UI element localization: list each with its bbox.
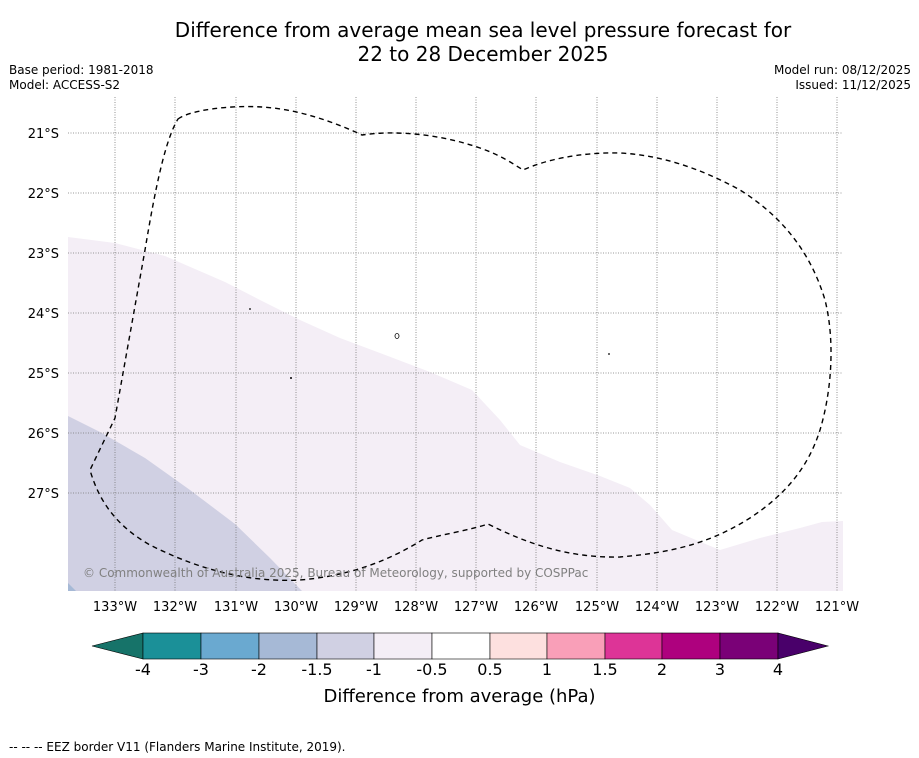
island-marker bbox=[290, 377, 292, 379]
colorbar-segment bbox=[661, 632, 721, 660]
colorbar-title: Difference from average (hPa) bbox=[323, 686, 596, 707]
colorbar-tick-label: 3 bbox=[714, 660, 726, 679]
lat-label: 21°S bbox=[28, 127, 59, 142]
colorbar bbox=[91, 632, 830, 660]
lon-label: 123°W bbox=[695, 600, 739, 615]
latitude-gridlines bbox=[68, 132, 843, 494]
islands bbox=[249, 308, 610, 379]
map-title: Difference from average mean sea level p… bbox=[0, 18, 919, 66]
meta-right: Model run: 08/12/2025 Issued: 11/12/2025 bbox=[774, 63, 911, 93]
lat-label: 27°S bbox=[28, 487, 59, 502]
lon-label: 130°W bbox=[274, 600, 318, 615]
colorbar-segment bbox=[431, 632, 491, 660]
title-line-1: Difference from average mean sea level p… bbox=[174, 18, 792, 42]
colorbar-segment bbox=[546, 632, 606, 660]
colorbar-segment bbox=[258, 632, 318, 660]
lon-label: 133°W bbox=[93, 600, 137, 615]
lon-label: 131°W bbox=[214, 600, 258, 615]
colorbar-arrow-low bbox=[91, 632, 144, 660]
lat-label: 25°S bbox=[28, 367, 59, 382]
model-name: Model: ACCESS-S2 bbox=[9, 78, 121, 92]
lon-label: 128°W bbox=[394, 600, 438, 615]
title-line-2: 22 to 28 December 2025 bbox=[357, 42, 609, 66]
latitude-labels: 21°S 22°S 23°S 24°S 25°S 26°S 27°S bbox=[28, 127, 59, 502]
colorbar-segment bbox=[489, 632, 548, 660]
meta-left: Base period: 1981-2018 Model: ACCESS-S2 bbox=[9, 63, 154, 93]
footnote: -- -- -- EEZ border V11 (Flanders Marine… bbox=[9, 740, 346, 754]
base-period: Base period: 1981-2018 bbox=[9, 63, 154, 77]
lon-label: 132°W bbox=[153, 600, 197, 615]
lon-label: 124°W bbox=[635, 600, 679, 615]
anomaly-region-dark bbox=[68, 583, 76, 591]
island-marker bbox=[608, 353, 610, 355]
lon-label: 126°W bbox=[514, 600, 558, 615]
lat-label: 22°S bbox=[28, 187, 59, 202]
colorbar-tick-label: 1 bbox=[541, 660, 553, 679]
colorbar-tick-label: -0.5 bbox=[416, 660, 448, 679]
colorbar-segment bbox=[200, 632, 260, 660]
colorbar-tick-label: 1.5 bbox=[592, 660, 618, 679]
colorbar-tick-label: 2 bbox=[656, 660, 668, 679]
model-run: Model run: 08/12/2025 bbox=[773, 63, 911, 77]
map-figure: © Commonwealth of Australia 2025, Bureau… bbox=[28, 97, 859, 660]
island-marker bbox=[249, 308, 251, 310]
lon-label: 121°W bbox=[815, 600, 859, 615]
lat-label: 26°S bbox=[28, 427, 59, 442]
colorbar-tick-label: -1.5 bbox=[301, 660, 333, 679]
colorbar-tick-label: 4 bbox=[772, 660, 784, 679]
colorbar-segment bbox=[604, 632, 663, 660]
colorbar-segment bbox=[142, 632, 202, 660]
colorbar-tick-label: -4 bbox=[135, 660, 151, 679]
colorbar-arrow-high bbox=[777, 632, 830, 660]
island-marker bbox=[394, 333, 400, 339]
anomaly-region-mid bbox=[68, 416, 302, 591]
anomaly-region-light bbox=[68, 237, 843, 591]
colorbar-segment bbox=[719, 632, 779, 660]
colorbar-tick-label: 0.5 bbox=[477, 660, 503, 679]
lon-label: 129°W bbox=[334, 600, 378, 615]
colorbar-segment bbox=[373, 632, 433, 660]
colorbar-tick-label: -2 bbox=[251, 660, 267, 679]
lat-label: 23°S bbox=[28, 247, 59, 262]
lat-label: 24°S bbox=[28, 307, 59, 322]
copyright-text: © Commonwealth of Australia 2025, Bureau… bbox=[83, 566, 588, 580]
lon-label: 125°W bbox=[575, 600, 619, 615]
longitude-labels: 133°W 132°W 131°W 130°W 129°W 128°W 127°… bbox=[93, 600, 859, 615]
colorbar-tick-label: -1 bbox=[366, 660, 382, 679]
colorbar-segment bbox=[316, 632, 375, 660]
issued-date: Issued: 11/12/2025 bbox=[795, 78, 911, 92]
lon-label: 127°W bbox=[454, 600, 498, 615]
colorbar-tick-label: -3 bbox=[193, 660, 209, 679]
lon-label: 122°W bbox=[755, 600, 799, 615]
